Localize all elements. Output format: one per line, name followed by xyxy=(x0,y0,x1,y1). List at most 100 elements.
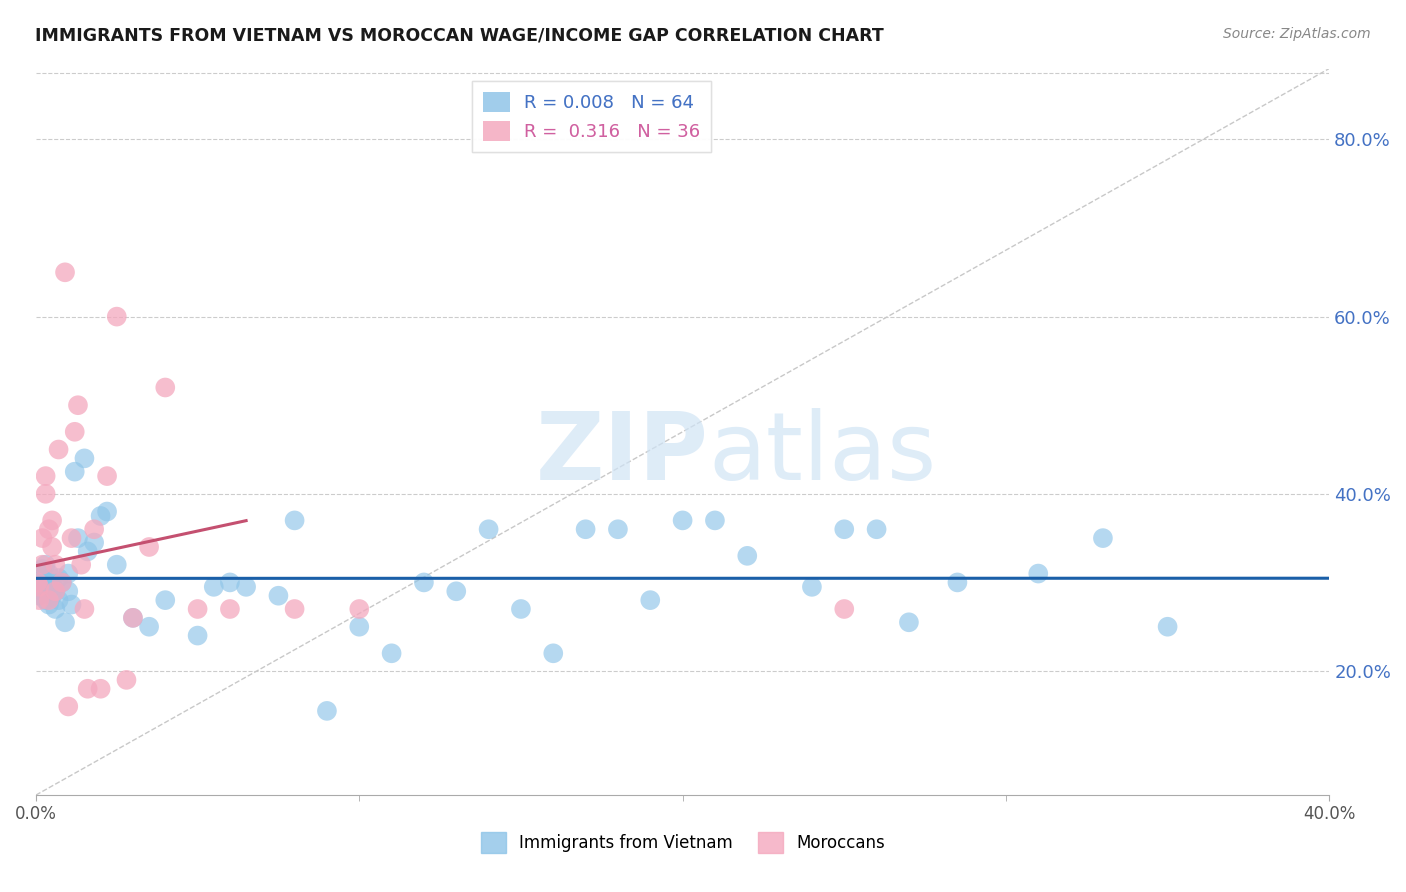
Point xyxy=(53,265,76,279)
Point xyxy=(543,646,565,660)
Point xyxy=(83,522,105,536)
Point xyxy=(34,593,56,607)
Point xyxy=(31,558,53,572)
Text: IMMIGRANTS FROM VIETNAM VS MOROCCAN WAGE/INCOME GAP CORRELATION CHART: IMMIGRANTS FROM VIETNAM VS MOROCCAN WAGE… xyxy=(35,27,884,45)
Point xyxy=(58,584,80,599)
Point xyxy=(44,584,66,599)
Point xyxy=(96,504,118,518)
Point xyxy=(66,398,89,412)
Point xyxy=(606,522,628,536)
Point xyxy=(58,699,80,714)
Point xyxy=(703,513,725,527)
Point xyxy=(235,580,257,594)
Point xyxy=(28,589,51,603)
Point xyxy=(51,575,73,590)
Point xyxy=(41,589,63,603)
Point xyxy=(187,602,209,616)
Point xyxy=(31,562,53,576)
Text: atlas: atlas xyxy=(709,408,936,500)
Point xyxy=(34,487,56,501)
Point xyxy=(34,575,56,590)
Point xyxy=(832,602,855,616)
Point xyxy=(48,571,70,585)
Point xyxy=(897,615,920,630)
Point xyxy=(76,681,98,696)
Point xyxy=(83,535,105,549)
Point xyxy=(349,602,371,616)
Point xyxy=(349,620,371,634)
Point xyxy=(138,540,160,554)
Point xyxy=(115,673,138,687)
Point xyxy=(381,646,404,660)
Point xyxy=(219,575,242,590)
Point xyxy=(202,580,225,594)
Point xyxy=(58,566,80,581)
Point xyxy=(34,558,56,572)
Point xyxy=(53,615,76,630)
Point xyxy=(41,580,63,594)
Legend: R = 0.008   N = 64, R =  0.316   N = 36: R = 0.008 N = 64, R = 0.316 N = 36 xyxy=(472,81,711,152)
Point xyxy=(60,531,83,545)
Point xyxy=(155,593,177,607)
Point xyxy=(90,508,112,523)
Point xyxy=(284,602,307,616)
Point xyxy=(76,544,98,558)
Point xyxy=(48,442,70,457)
Point xyxy=(671,513,693,527)
Point xyxy=(284,513,307,527)
Point xyxy=(800,580,823,594)
Text: ZIP: ZIP xyxy=(536,408,709,500)
Point xyxy=(30,575,52,590)
Point xyxy=(38,522,60,536)
Point xyxy=(28,593,51,607)
Point xyxy=(41,540,63,554)
Point xyxy=(60,598,83,612)
Point xyxy=(122,611,145,625)
Point xyxy=(446,584,468,599)
Point xyxy=(122,611,145,625)
Point xyxy=(44,558,66,572)
Point xyxy=(41,513,63,527)
Point xyxy=(44,584,66,599)
Point xyxy=(51,575,73,590)
Point xyxy=(70,558,93,572)
Point xyxy=(1091,531,1114,545)
Point xyxy=(41,575,63,590)
Point xyxy=(575,522,598,536)
Point xyxy=(735,549,758,563)
Point xyxy=(48,593,70,607)
Point xyxy=(413,575,436,590)
Point xyxy=(38,566,60,581)
Point xyxy=(38,580,60,594)
Point xyxy=(27,575,49,590)
Point xyxy=(1026,566,1049,581)
Point xyxy=(31,571,53,585)
Point xyxy=(267,589,290,603)
Point xyxy=(155,380,177,394)
Point xyxy=(63,465,86,479)
Point xyxy=(63,425,86,439)
Point xyxy=(105,558,128,572)
Point xyxy=(38,593,60,607)
Point xyxy=(28,566,51,581)
Point xyxy=(865,522,887,536)
Text: Source: ZipAtlas.com: Source: ZipAtlas.com xyxy=(1223,27,1371,41)
Point xyxy=(27,580,49,594)
Point xyxy=(90,681,112,696)
Point xyxy=(316,704,339,718)
Point xyxy=(138,620,160,634)
Point xyxy=(38,598,60,612)
Point xyxy=(478,522,501,536)
Point xyxy=(219,602,242,616)
Point xyxy=(96,469,118,483)
Point xyxy=(44,602,66,616)
Point xyxy=(187,629,209,643)
Point xyxy=(31,531,53,545)
Point xyxy=(946,575,969,590)
Point xyxy=(832,522,855,536)
Point xyxy=(73,451,96,466)
Point xyxy=(28,580,51,594)
Point xyxy=(638,593,661,607)
Point xyxy=(510,602,533,616)
Point xyxy=(31,584,53,599)
